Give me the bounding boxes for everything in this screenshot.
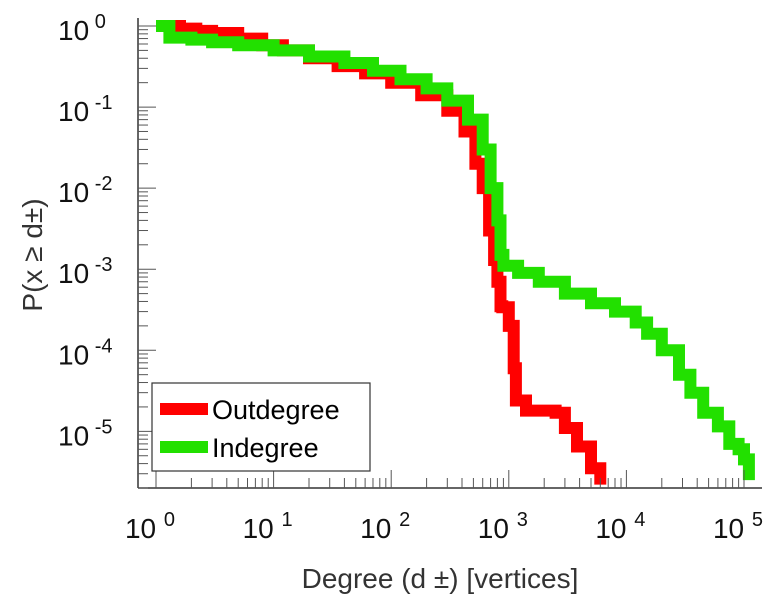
y-axis-ticks xyxy=(138,25,156,489)
y-axis-tick-labels: 10 0 10 -1 10 -2 10 -3 10 -4 10 -5 xyxy=(58,11,113,451)
y-tick-label: 10 -3 xyxy=(58,254,113,289)
y-tick-label: 10 -5 xyxy=(58,416,113,451)
y-tick-label: 10 0 xyxy=(58,11,106,46)
x-tick-label: 10 5 xyxy=(713,509,763,544)
x-tick-label: 10 3 xyxy=(478,509,528,544)
y-tick-label: 10 -4 xyxy=(58,335,113,370)
x-tick-label: 10 2 xyxy=(360,509,410,544)
legend-label-outdegree: Outdegree xyxy=(212,395,340,425)
x-tick-label: 10 4 xyxy=(595,509,645,544)
y-axis-label: P(x ≥ d±) xyxy=(17,198,48,311)
x-axis-tick-labels: 10 0 10 1 10 2 10 3 10 4 10 5 xyxy=(125,509,763,544)
x-tick-label: 10 0 xyxy=(125,509,175,544)
legend: Outdegree Indegree xyxy=(151,382,371,472)
legend-box xyxy=(151,382,371,472)
x-tick-label: 10 1 xyxy=(243,509,293,544)
axes-frame xyxy=(137,18,762,489)
legend-label-indegree: Indegree xyxy=(212,433,319,463)
series-line-indegree xyxy=(156,20,755,481)
y-tick-label: 10 -2 xyxy=(58,173,113,208)
y-tick-label: 10 -1 xyxy=(58,92,113,127)
x-axis-label: Degree (d ±) [vertices] xyxy=(302,563,579,594)
x-axis-ticks xyxy=(155,470,745,488)
series-group xyxy=(156,20,755,485)
